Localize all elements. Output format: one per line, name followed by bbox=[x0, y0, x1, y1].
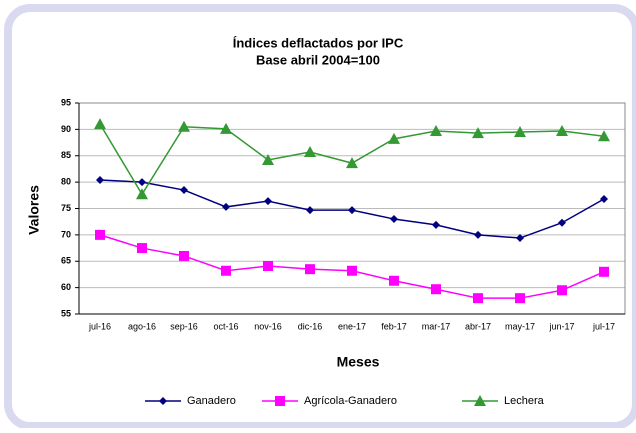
chart-subtitle: Base abril 2004=100 bbox=[256, 52, 380, 67]
y-tick-label: 90 bbox=[61, 124, 71, 134]
marker bbox=[136, 188, 148, 200]
y-tick-label: 75 bbox=[61, 203, 71, 213]
marker bbox=[262, 153, 274, 165]
marker bbox=[514, 126, 526, 138]
x-tick-label: mar-17 bbox=[422, 321, 451, 331]
marker bbox=[431, 284, 441, 295]
x-tick-label: abr-17 bbox=[465, 321, 491, 331]
marker bbox=[557, 285, 567, 296]
x-tick-label: dic-16 bbox=[298, 321, 323, 331]
x-tick-label: sep-16 bbox=[170, 321, 198, 331]
x-tick-label: ene-17 bbox=[338, 321, 366, 331]
x-tick-label: nov-16 bbox=[254, 321, 282, 331]
y-tick-label: 55 bbox=[61, 308, 71, 318]
y-tick-label: 95 bbox=[61, 97, 71, 107]
x-tick-label: may-17 bbox=[505, 321, 535, 331]
marker bbox=[473, 293, 483, 304]
legend-label: Agrícola-Ganadero bbox=[304, 395, 397, 407]
x-axis-label: Meses bbox=[337, 354, 380, 370]
marker bbox=[430, 124, 442, 136]
marker bbox=[220, 122, 232, 134]
y-tick-label: 60 bbox=[61, 282, 71, 292]
marker bbox=[138, 178, 146, 187]
marker bbox=[346, 157, 358, 169]
legend-label: Lechera bbox=[504, 395, 545, 407]
marker bbox=[599, 266, 609, 277]
marker bbox=[558, 218, 566, 227]
marker bbox=[389, 275, 399, 286]
x-tick-label: oct-16 bbox=[213, 321, 238, 331]
marker bbox=[94, 118, 106, 130]
marker bbox=[306, 206, 314, 215]
x-tick-label: jul-17 bbox=[592, 321, 615, 331]
marker bbox=[347, 265, 357, 276]
x-tick-label: ago-16 bbox=[128, 321, 156, 331]
marker bbox=[348, 206, 356, 215]
marker bbox=[95, 229, 105, 240]
y-tick-label: 70 bbox=[61, 229, 71, 239]
marker bbox=[600, 195, 608, 204]
marker bbox=[474, 230, 482, 239]
marker bbox=[159, 397, 167, 405]
marker bbox=[222, 202, 230, 211]
marker bbox=[263, 260, 273, 271]
marker bbox=[137, 243, 147, 254]
marker bbox=[388, 132, 400, 144]
y-tick-label: 80 bbox=[61, 177, 71, 187]
marker bbox=[432, 220, 440, 229]
marker bbox=[304, 146, 316, 158]
marker bbox=[264, 197, 272, 206]
marker bbox=[516, 234, 524, 243]
y-axis-label: Valores bbox=[26, 185, 42, 235]
marker bbox=[474, 395, 486, 406]
x-tick-label: feb-17 bbox=[381, 321, 407, 331]
marker bbox=[598, 130, 610, 142]
x-tick-label: jul-16 bbox=[88, 321, 111, 331]
marker bbox=[180, 186, 188, 195]
marker bbox=[556, 124, 568, 136]
marker bbox=[221, 265, 231, 276]
y-tick-label: 85 bbox=[61, 150, 71, 160]
marker bbox=[96, 176, 104, 185]
marker bbox=[472, 127, 484, 139]
chart-frame bbox=[4, 4, 636, 430]
marker bbox=[178, 120, 190, 132]
chart-title: Índices deflactados por IPC bbox=[233, 35, 404, 50]
marker bbox=[515, 293, 525, 304]
marker bbox=[390, 215, 398, 224]
x-tick-label: jun-17 bbox=[548, 321, 574, 331]
y-tick-label: 65 bbox=[61, 256, 71, 266]
legend-label: Ganadero bbox=[187, 395, 236, 407]
marker bbox=[305, 264, 315, 275]
marker bbox=[275, 396, 285, 406]
marker bbox=[179, 250, 189, 261]
